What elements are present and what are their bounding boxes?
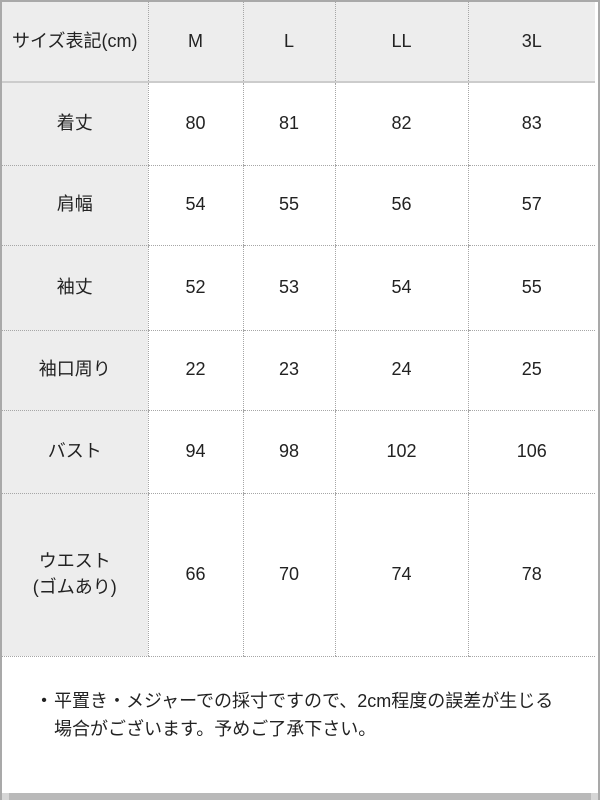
size-table: サイズ表記(cm) M L LL 3L 着丈 80 81 82 83 肩幅 54 55 56 57 袖丈 52…: [2, 2, 595, 657]
header-cell-size-label: サイズ表記(cm): [2, 2, 148, 83]
scrollbar-right-cap[interactable]: [591, 793, 598, 800]
size-value-cell: 66: [147, 493, 243, 657]
table-row: ウエスト (ゴムあり) 66 70 74 78: [2, 493, 595, 657]
header-cell-m: M: [147, 2, 243, 83]
bullet-icon: •: [41, 691, 47, 709]
size-value-cell: 57: [467, 165, 595, 246]
size-value-cell: 23: [242, 330, 335, 411]
header-cell-ll: LL: [334, 2, 468, 83]
size-value-cell: 82: [334, 82, 468, 166]
size-value-cell: 55: [242, 165, 335, 246]
table-row: 肩幅 54 55 56 57: [2, 165, 595, 246]
size-value-cell: 54: [147, 165, 243, 246]
table-row: 袖口周り 22 23 24 25: [2, 330, 595, 411]
size-value-cell: 53: [242, 245, 335, 331]
table-row: バスト 94 98 102 106: [2, 410, 595, 494]
size-value-cell: 22: [147, 330, 243, 411]
size-value-cell: 94: [147, 410, 243, 494]
size-value-cell: 74: [334, 493, 468, 657]
table-body: 着丈 80 81 82 83 肩幅 54 55 56 57 袖丈 52 53 54 55 袖口周り 22 23 24…: [2, 82, 595, 657]
size-value-cell: 83: [467, 82, 595, 166]
size-value-cell: 106: [467, 410, 595, 494]
size-value-cell: 78: [467, 493, 595, 657]
row-label: ウエスト (ゴムあり): [2, 493, 148, 657]
size-value-cell: 54: [334, 245, 468, 331]
row-label: バスト: [2, 410, 148, 494]
row-label: 袖口周り: [2, 330, 148, 411]
row-label: 着丈: [2, 82, 148, 166]
header-cell-3l: 3L: [467, 2, 595, 83]
size-value-cell: 80: [147, 82, 243, 166]
header-cell-l: L: [242, 2, 335, 83]
table-header-row: サイズ表記(cm) M L LL 3L: [2, 2, 595, 83]
size-value-cell: 24: [334, 330, 468, 411]
horizontal-scrollbar[interactable]: [2, 793, 598, 800]
measurement-note: • 平置き・メジャーでの採寸ですので、2cm程度の誤差が生じる 場合がございます…: [2, 657, 598, 743]
table-row: 袖丈 52 53 54 55: [2, 245, 595, 331]
size-value-cell: 102: [334, 410, 468, 494]
measurement-note-text: 平置き・メジャーでの採寸ですので、2cm程度の誤差が生じる 場合がございます。予…: [54, 690, 554, 739]
table-row: 着丈 80 81 82 83: [2, 82, 595, 166]
size-value-cell: 52: [147, 245, 243, 331]
size-value-cell: 25: [467, 330, 595, 411]
scrollbar-left-cap[interactable]: [2, 793, 9, 800]
size-value-cell: 70: [242, 493, 335, 657]
row-label: 袖丈: [2, 245, 148, 331]
size-value-cell: 98: [242, 410, 335, 494]
row-label: 肩幅: [2, 165, 148, 246]
size-value-cell: 55: [467, 245, 595, 331]
size-value-cell: 56: [334, 165, 468, 246]
size-value-cell: 81: [242, 82, 335, 166]
